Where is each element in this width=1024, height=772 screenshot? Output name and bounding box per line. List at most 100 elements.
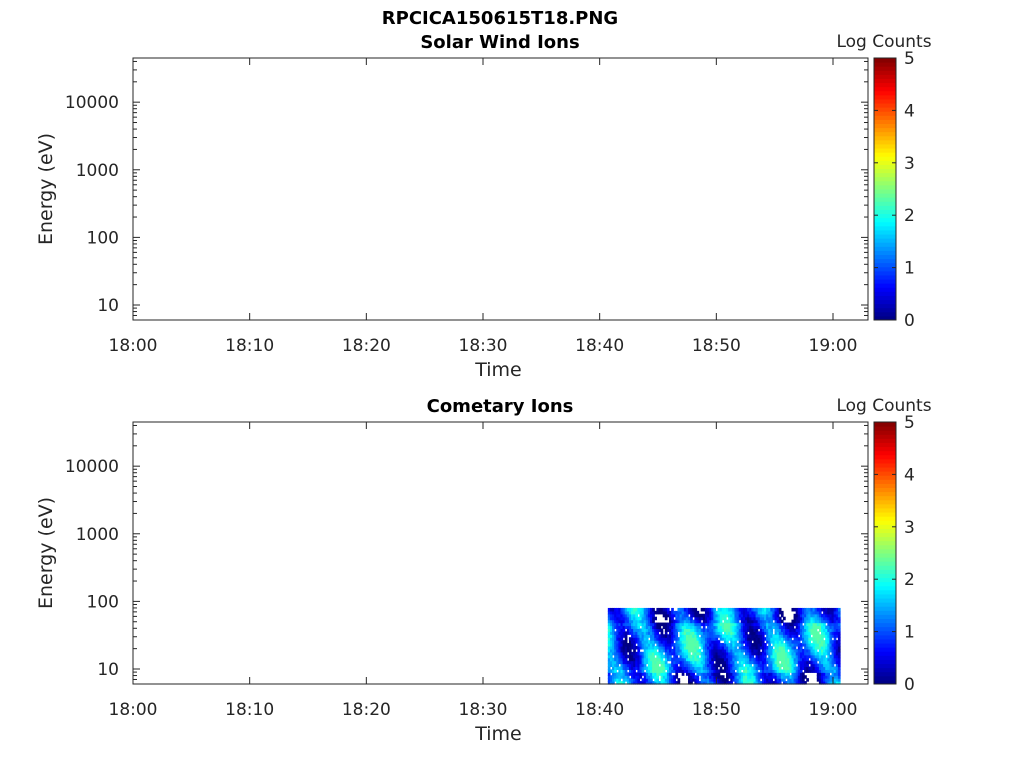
spectrogram-cell (726, 631, 729, 635)
spectrogram-cell (652, 631, 655, 635)
spectrogram-cell (616, 637, 619, 641)
spectrogram-cell (757, 678, 761, 682)
spectrogram-cell (814, 645, 818, 650)
spectrogram-cell (628, 616, 632, 621)
spectrogram-cell (753, 640, 757, 644)
spectrogram-cell (787, 660, 790, 665)
spectrogram-cell (761, 645, 765, 650)
spectrogram-cell (829, 631, 833, 635)
spectrogram-cell (774, 610, 778, 615)
spectrogram-cell (656, 675, 660, 679)
spectrogram-cell (778, 628, 782, 632)
spectrogram-cell (787, 672, 790, 676)
spectrogram-cell (685, 663, 689, 668)
colorbar-swatch (874, 507, 896, 513)
spectrogram-cell (723, 640, 727, 644)
spectrogram-cell (679, 657, 683, 662)
spectrogram-cell (730, 628, 733, 632)
spectrogram-cell (607, 654, 611, 659)
spectrogram-cell (829, 622, 833, 627)
spectrogram-cell (814, 666, 818, 670)
spectrogram-cell (650, 675, 653, 679)
spectrogram-cell (652, 625, 655, 630)
spectrogram-cell (620, 622, 624, 627)
spectrogram-cell (626, 613, 630, 618)
spectrogram-cell (637, 634, 641, 638)
spectrogram-cell (631, 657, 634, 662)
spectrogram-cell (656, 625, 660, 630)
spectrogram-cell (768, 681, 771, 685)
spectrogram-cell (692, 657, 695, 662)
spectrogram-cell (637, 619, 641, 624)
spectrogram-cell (829, 616, 833, 621)
spectrogram-cell (692, 634, 695, 638)
spectrogram-cell (631, 634, 634, 638)
spectrogram-cell (810, 637, 814, 641)
spectrogram-cell (711, 607, 714, 612)
spectrogram-cell (787, 637, 790, 641)
spectrogram-cell (736, 637, 740, 641)
spectrogram-cell (607, 672, 611, 676)
spectrogram-cell (802, 672, 805, 676)
spectrogram-cell (715, 625, 719, 630)
spectrogram-cell (825, 625, 828, 630)
spectrogram-cell (835, 663, 839, 668)
spectrogram-cell (673, 675, 676, 679)
spectrogram-cell (616, 619, 619, 624)
spectrogram-cell (707, 628, 710, 632)
spectrogram-cell (704, 637, 708, 641)
spectrogram-cell (647, 651, 651, 656)
spectrogram-cell (639, 640, 643, 644)
spectrogram-cell (707, 645, 710, 650)
spectrogram-cell (669, 634, 672, 638)
spectrogram-cell (753, 672, 757, 676)
spectrogram-cell (728, 681, 731, 685)
spectrogram-cell (607, 666, 611, 670)
spectrogram-cell (692, 631, 695, 635)
spectrogram-cell (639, 637, 643, 641)
spectrogram-cell (829, 634, 833, 638)
spectrogram-cell (726, 657, 729, 662)
spectrogram-cell (812, 619, 816, 624)
spectrogram-cell (696, 631, 700, 635)
spectrogram-cell (723, 610, 727, 615)
spectrogram-cell (662, 637, 666, 641)
spectrogram-cell (643, 660, 647, 665)
spectrogram-cell (681, 666, 685, 670)
spectrogram-cell (755, 631, 759, 635)
spectrogram-cell (690, 681, 693, 685)
spectrogram-cell (679, 625, 683, 630)
spectrogram-cell (719, 681, 723, 685)
spectrogram-cell (808, 640, 812, 644)
spectrogram-cell (721, 651, 725, 656)
spectrogram-cell (745, 663, 748, 668)
spectrogram-cell (795, 631, 799, 635)
spectrogram-cell (607, 660, 611, 665)
spectrogram-cell (802, 616, 805, 621)
spectrogram-cell (698, 637, 702, 641)
spectrogram-cell (618, 610, 622, 615)
spectrogram-cell (660, 654, 664, 659)
spectrogram-cell (770, 628, 774, 632)
spectrogram-cell (833, 619, 837, 624)
spectrogram-cell (730, 675, 733, 679)
spectrogram-cell (770, 651, 774, 656)
spectrogram-cell (823, 672, 826, 676)
spectrogram-cell (671, 628, 674, 632)
colorbar-swatch (874, 442, 896, 448)
spectrogram-cell (802, 651, 805, 656)
spectrogram-cell (717, 631, 721, 635)
spectrogram-cell (785, 622, 788, 627)
spectrogram-cell (814, 625, 818, 630)
spectrogram-cell (835, 622, 839, 627)
spectrogram-cell (628, 669, 632, 673)
colorbar-swatch (874, 438, 896, 443)
spectrogram-cell (797, 681, 801, 685)
spectrogram-cell (789, 669, 793, 673)
spectrogram-cell (723, 616, 727, 621)
spectrogram-cell (780, 669, 784, 673)
spectrogram-cell (717, 660, 721, 665)
spectrogram-cell (666, 651, 670, 656)
spectrogram-cell (747, 654, 750, 659)
spectrogram-cell (669, 631, 672, 635)
